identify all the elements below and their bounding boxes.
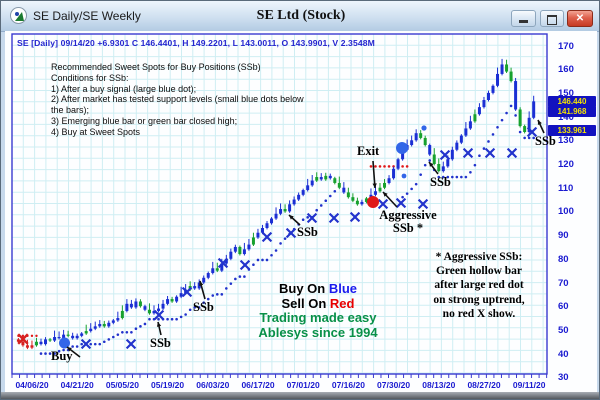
maximize-icon (547, 15, 557, 25)
annotation-buy: Buy (51, 349, 73, 363)
minimize-icon (519, 20, 528, 23)
conditions-line: Recommended Sweet Spots for Buy Position… (51, 62, 261, 72)
promo-word-blue: Blue (328, 281, 357, 296)
note-line: no red X show. (442, 307, 516, 320)
promo-brand: Ablesys since 1994 (258, 324, 378, 340)
title-bar[interactable]: SE Daily/SE Weekly SE Ltd (Stock) ✕ (1, 1, 599, 32)
x-axis-label: 07/01/20 (286, 380, 320, 390)
annotation-exit: Exit (357, 144, 380, 158)
y-axis-label: 30 (558, 372, 569, 384)
x-axis-label: 04/06/20 (15, 380, 49, 390)
annotation-aggressive-ssb: Aggressive SSb * (379, 208, 437, 235)
annotation-ssb-4: SSb (430, 175, 451, 189)
price-flag: 146.440 (548, 95, 596, 107)
conditions-line: the bars); (51, 105, 90, 116)
app-logo-icon (10, 7, 27, 24)
x-axis-label: 09/11/20 (512, 380, 546, 390)
ssb-conditions-text: Recommended Sweet Spots for Buy Position… (51, 62, 304, 138)
price-flag: 133.961 (548, 125, 596, 137)
annotation-ssb-1: SSb (150, 336, 171, 350)
promo-text: Buy On Blue Sell On Red Trading made eas… (245, 281, 391, 340)
promo-line-buy: Buy On Blue (278, 281, 357, 296)
minimize-button[interactable] (511, 10, 536, 27)
chart-surface: SE [Daily] 09/14/20 +6.9301 C 146.4401, … (5, 31, 597, 394)
note-line: on strong uptrend, (433, 293, 525, 306)
conditions-line: 1) After a buy signal (large blue dot); (51, 83, 197, 94)
y-axis-label: 90 (558, 230, 569, 242)
promo-tagline: Trading made easy (259, 310, 377, 325)
x-axis-label: 08/13/20 (422, 380, 456, 390)
x-axis-label: 06/17/20 (241, 380, 275, 390)
chart-title: SE Ltd (Stock) (256, 8, 346, 23)
y-axis-label: 80 (558, 253, 569, 265)
aggressive-ssb-note: * Aggressive SSb: Green hollow bar after… (413, 250, 545, 321)
y-axis-label: 150 (558, 87, 574, 99)
conditions-line: 2) After market has tested support level… (51, 94, 304, 105)
price-chart (11, 33, 548, 378)
y-axis-label: 140 (558, 111, 574, 123)
y-axis-label: 40 (558, 348, 569, 360)
y-axis-label: 60 (558, 301, 569, 313)
note-line: after large red dot (434, 279, 524, 292)
x-axis-label: 08/27/20 (467, 380, 501, 390)
price-flag: 141.968 (548, 106, 596, 118)
window-title: SE Daily/SE Weekly (33, 9, 141, 23)
promo-word-red: Red (329, 295, 355, 311)
y-axis-label: 170 (558, 40, 574, 52)
x-axis-label: 05/05/20 (105, 380, 139, 390)
maximize-button[interactable] (540, 10, 564, 27)
annotation-ssb-5: SSb (535, 134, 556, 148)
x-axis-label: 07/16/20 (331, 380, 365, 390)
close-button[interactable]: ✕ (567, 10, 593, 27)
annotation-ssb-3: SSb (297, 225, 318, 239)
note-line: Green hollow bar (435, 265, 523, 278)
y-axis-label: 110 (558, 182, 574, 194)
x-axis-label: 06/03/20 (196, 380, 230, 390)
y-axis-label: 70 (558, 277, 569, 289)
conditions-line: 4) Buy at Sweet Spots (51, 126, 141, 137)
quote-header: SE [Daily] 09/14/20 +6.9301 C 146.4401, … (17, 38, 375, 48)
conditions-line: Conditions for SSb: (51, 72, 129, 83)
y-axis-label: 160 (558, 64, 574, 76)
y-axis-label: 120 (558, 159, 574, 170)
x-axis-label: 05/19/20 (151, 380, 185, 390)
y-axis-label: 100 (558, 206, 574, 218)
promo-line-sell: Sell On Red (281, 295, 355, 311)
y-axis-label: 50 (558, 324, 569, 336)
conditions-line: 3) Emerging blue bar or green bar closed… (51, 115, 238, 126)
y-axis-label: 130 (558, 135, 574, 147)
note-line: * Aggressive SSb: (435, 251, 523, 263)
x-axis-label: 07/30/20 (377, 380, 411, 390)
x-axis-label: 04/21/20 (60, 380, 94, 390)
annotation-ssb-2: SSb (193, 300, 214, 314)
window-bottom-edge (1, 392, 599, 399)
